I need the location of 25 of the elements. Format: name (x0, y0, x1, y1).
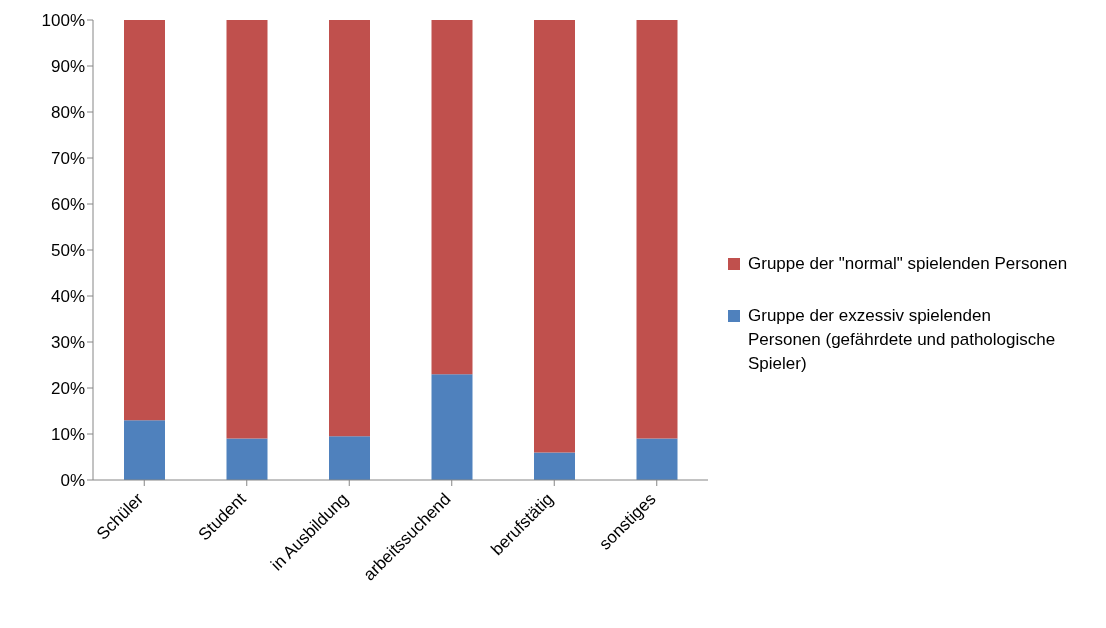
y-tick-label: 70% (50, 149, 85, 169)
bar (431, 20, 473, 375)
bar (534, 20, 575, 453)
bar (329, 20, 370, 437)
bar (329, 436, 370, 480)
legend-label: Gruppe der exzessiv spielenden Personen (gefährdete und pathologische Spieler) (748, 305, 1057, 375)
bar (226, 20, 268, 439)
bar (124, 20, 165, 421)
y-tick-label: 0% (60, 471, 85, 491)
y-tick-label: 50% (50, 241, 85, 261)
y-tick-label: 90% (50, 57, 85, 77)
y-tick-label: 60% (50, 195, 85, 215)
bar (534, 452, 575, 480)
y-tick-label: 10% (50, 425, 85, 445)
bar (636, 20, 678, 439)
y-tick-label: 100% (41, 11, 85, 31)
y-tick-label: 20% (50, 379, 85, 399)
bar (636, 438, 678, 480)
legend-label: Gruppe der "normal" spielenden Personen (748, 253, 1068, 275)
y-tick-label: 30% (50, 333, 85, 353)
y-tick-label: 40% (50, 287, 85, 307)
bar (431, 374, 473, 480)
y-tick-label: 80% (50, 103, 85, 123)
bar (124, 420, 165, 480)
bar (226, 438, 268, 480)
